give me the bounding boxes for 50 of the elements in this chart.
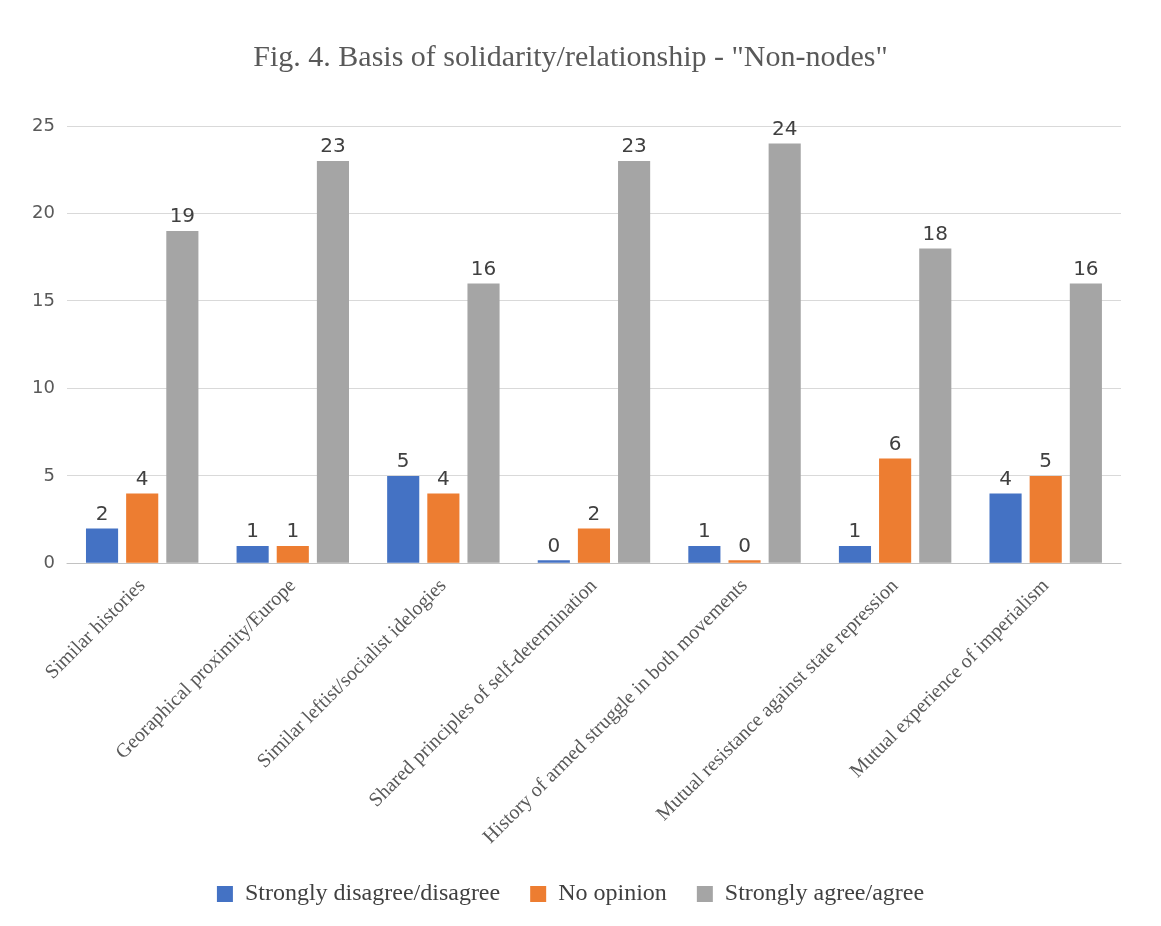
bar <box>919 248 952 563</box>
data-label: 1 <box>698 518 711 543</box>
data-label: 18 <box>922 220 948 245</box>
y-tick-label: 0 <box>43 551 55 573</box>
bar <box>1029 475 1062 563</box>
bar <box>316 160 349 563</box>
data-label: 23 <box>621 133 647 158</box>
bar <box>85 528 119 563</box>
bar <box>989 493 1022 563</box>
bar <box>879 458 912 563</box>
y-tick-label: 5 <box>43 463 55 485</box>
bar <box>126 493 159 563</box>
bar <box>467 283 500 563</box>
data-label: 4 <box>437 465 450 490</box>
data-label: 0 <box>738 532 751 557</box>
y-tick-label: 10 <box>32 376 55 398</box>
data-label: 5 <box>396 448 410 473</box>
chart-title: Fig. 4. Basis of solidarity/relationship - "Non-nodes" <box>253 38 888 72</box>
bar <box>1069 283 1102 563</box>
bar <box>427 493 460 563</box>
y-tick-label: 25 <box>32 113 55 135</box>
legend-label: Strongly agree/agree <box>724 879 925 906</box>
bar <box>577 528 611 563</box>
data-label: 0 <box>547 532 561 557</box>
data-label: 4 <box>999 465 1012 490</box>
data-label: 24 <box>771 115 798 140</box>
data-label: 1 <box>246 518 259 543</box>
y-tick-label: 15 <box>32 288 55 310</box>
bar <box>387 475 420 563</box>
data-label: 6 <box>888 430 902 455</box>
data-label: 16 <box>470 255 497 280</box>
data-label: 4 <box>135 465 149 490</box>
data-label: 19 <box>169 203 196 228</box>
legend-label: No opinion <box>558 879 667 906</box>
data-label: 23 <box>320 133 346 158</box>
bar <box>236 545 269 563</box>
bar <box>276 545 309 563</box>
bar <box>618 160 651 563</box>
legend-label: Strongly disagree/disagree <box>244 879 501 906</box>
bar <box>688 545 721 563</box>
y-tick-label: 20 <box>32 201 55 223</box>
data-label: 2 <box>587 500 601 525</box>
bar <box>166 230 199 563</box>
data-label: 5 <box>1039 448 1053 473</box>
data-label: 16 <box>1073 255 1099 280</box>
data-label: 1 <box>848 518 862 543</box>
bar <box>838 545 872 563</box>
bar <box>768 143 801 563</box>
data-label: 1 <box>286 518 300 543</box>
data-label: 2 <box>95 500 109 525</box>
